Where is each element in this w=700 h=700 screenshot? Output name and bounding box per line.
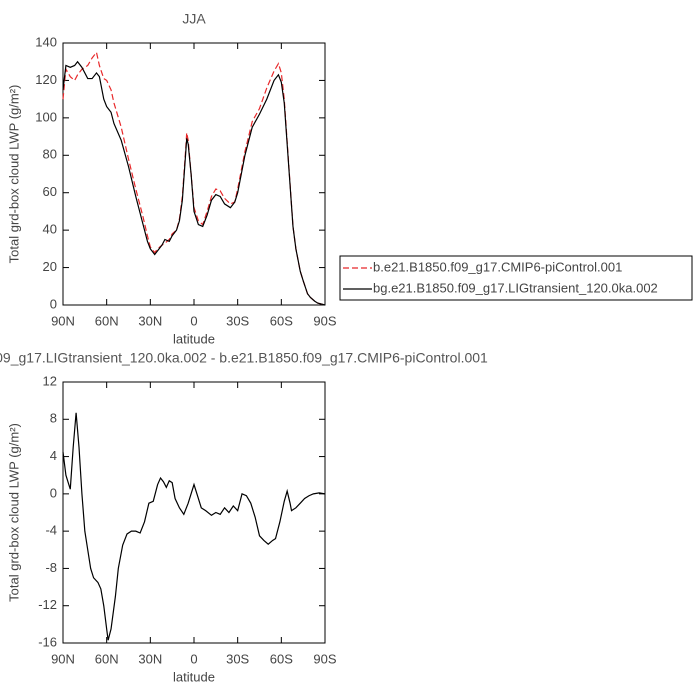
y-tick-label: -4 (45, 523, 57, 538)
y-tick-label: -8 (45, 560, 57, 575)
x-tick-label: 90N (51, 651, 75, 666)
plot-frame (62, 42, 326, 306)
x-tick-label: 30N (138, 313, 162, 328)
y-tick-label: 4 (50, 448, 57, 463)
y-tick-label: 80 (43, 147, 57, 162)
chart-title: bg.e21.B1850.f09_g17.LIGtransient_120.0k… (0, 350, 488, 366)
x-tick-label: 60S (270, 651, 293, 666)
y-tick-label: 12 (43, 373, 57, 388)
y-axis-label: Total grd-box cloud LWP (g/m²) (6, 85, 21, 264)
chart-title: JJA (182, 11, 206, 27)
y-tick-label: 20 (43, 259, 57, 274)
x-tick-label: 30S (226, 651, 249, 666)
x-tick-label: 0 (190, 651, 197, 666)
y-tick-label: -16 (38, 634, 57, 649)
series-line (62, 412, 326, 641)
x-tick-label: 0 (190, 313, 197, 328)
legend-label: bg.e21.B1850.f09_g17.LIGtransient_120.0k… (373, 280, 658, 295)
x-tick-label: 60S (270, 313, 293, 328)
legend-label: b.e21.B1850.f09_g17.CMIP6-piControl.001 (373, 259, 622, 274)
x-tick-label: 30N (138, 651, 162, 666)
x-axis-label: latitude (173, 669, 215, 684)
x-tick-label: 30S (226, 313, 249, 328)
y-tick-label: 0 (50, 296, 57, 311)
series-line (62, 50, 326, 306)
y-tick-label: 0 (50, 485, 57, 500)
series-line (62, 60, 326, 306)
x-axis-label: latitude (173, 331, 215, 346)
y-tick-label: 140 (35, 34, 57, 49)
y-tick-label: 100 (35, 109, 57, 124)
y-tick-label: 8 (50, 411, 57, 426)
legend-box (339, 255, 693, 301)
y-axis-label: Total grd-box cloud LWP (g/m²) (6, 423, 21, 602)
x-tick-label: 60N (95, 313, 119, 328)
y-tick-label: 40 (43, 222, 57, 237)
y-tick-label: -12 (38, 597, 57, 612)
x-tick-label: 60N (95, 651, 119, 666)
x-tick-label: 90S (313, 651, 336, 666)
y-tick-label: 120 (35, 72, 57, 87)
plot-frame (62, 381, 326, 644)
y-tick-label: 60 (43, 184, 57, 199)
x-tick-label: 90S (313, 313, 336, 328)
x-tick-label: 90N (51, 313, 75, 328)
